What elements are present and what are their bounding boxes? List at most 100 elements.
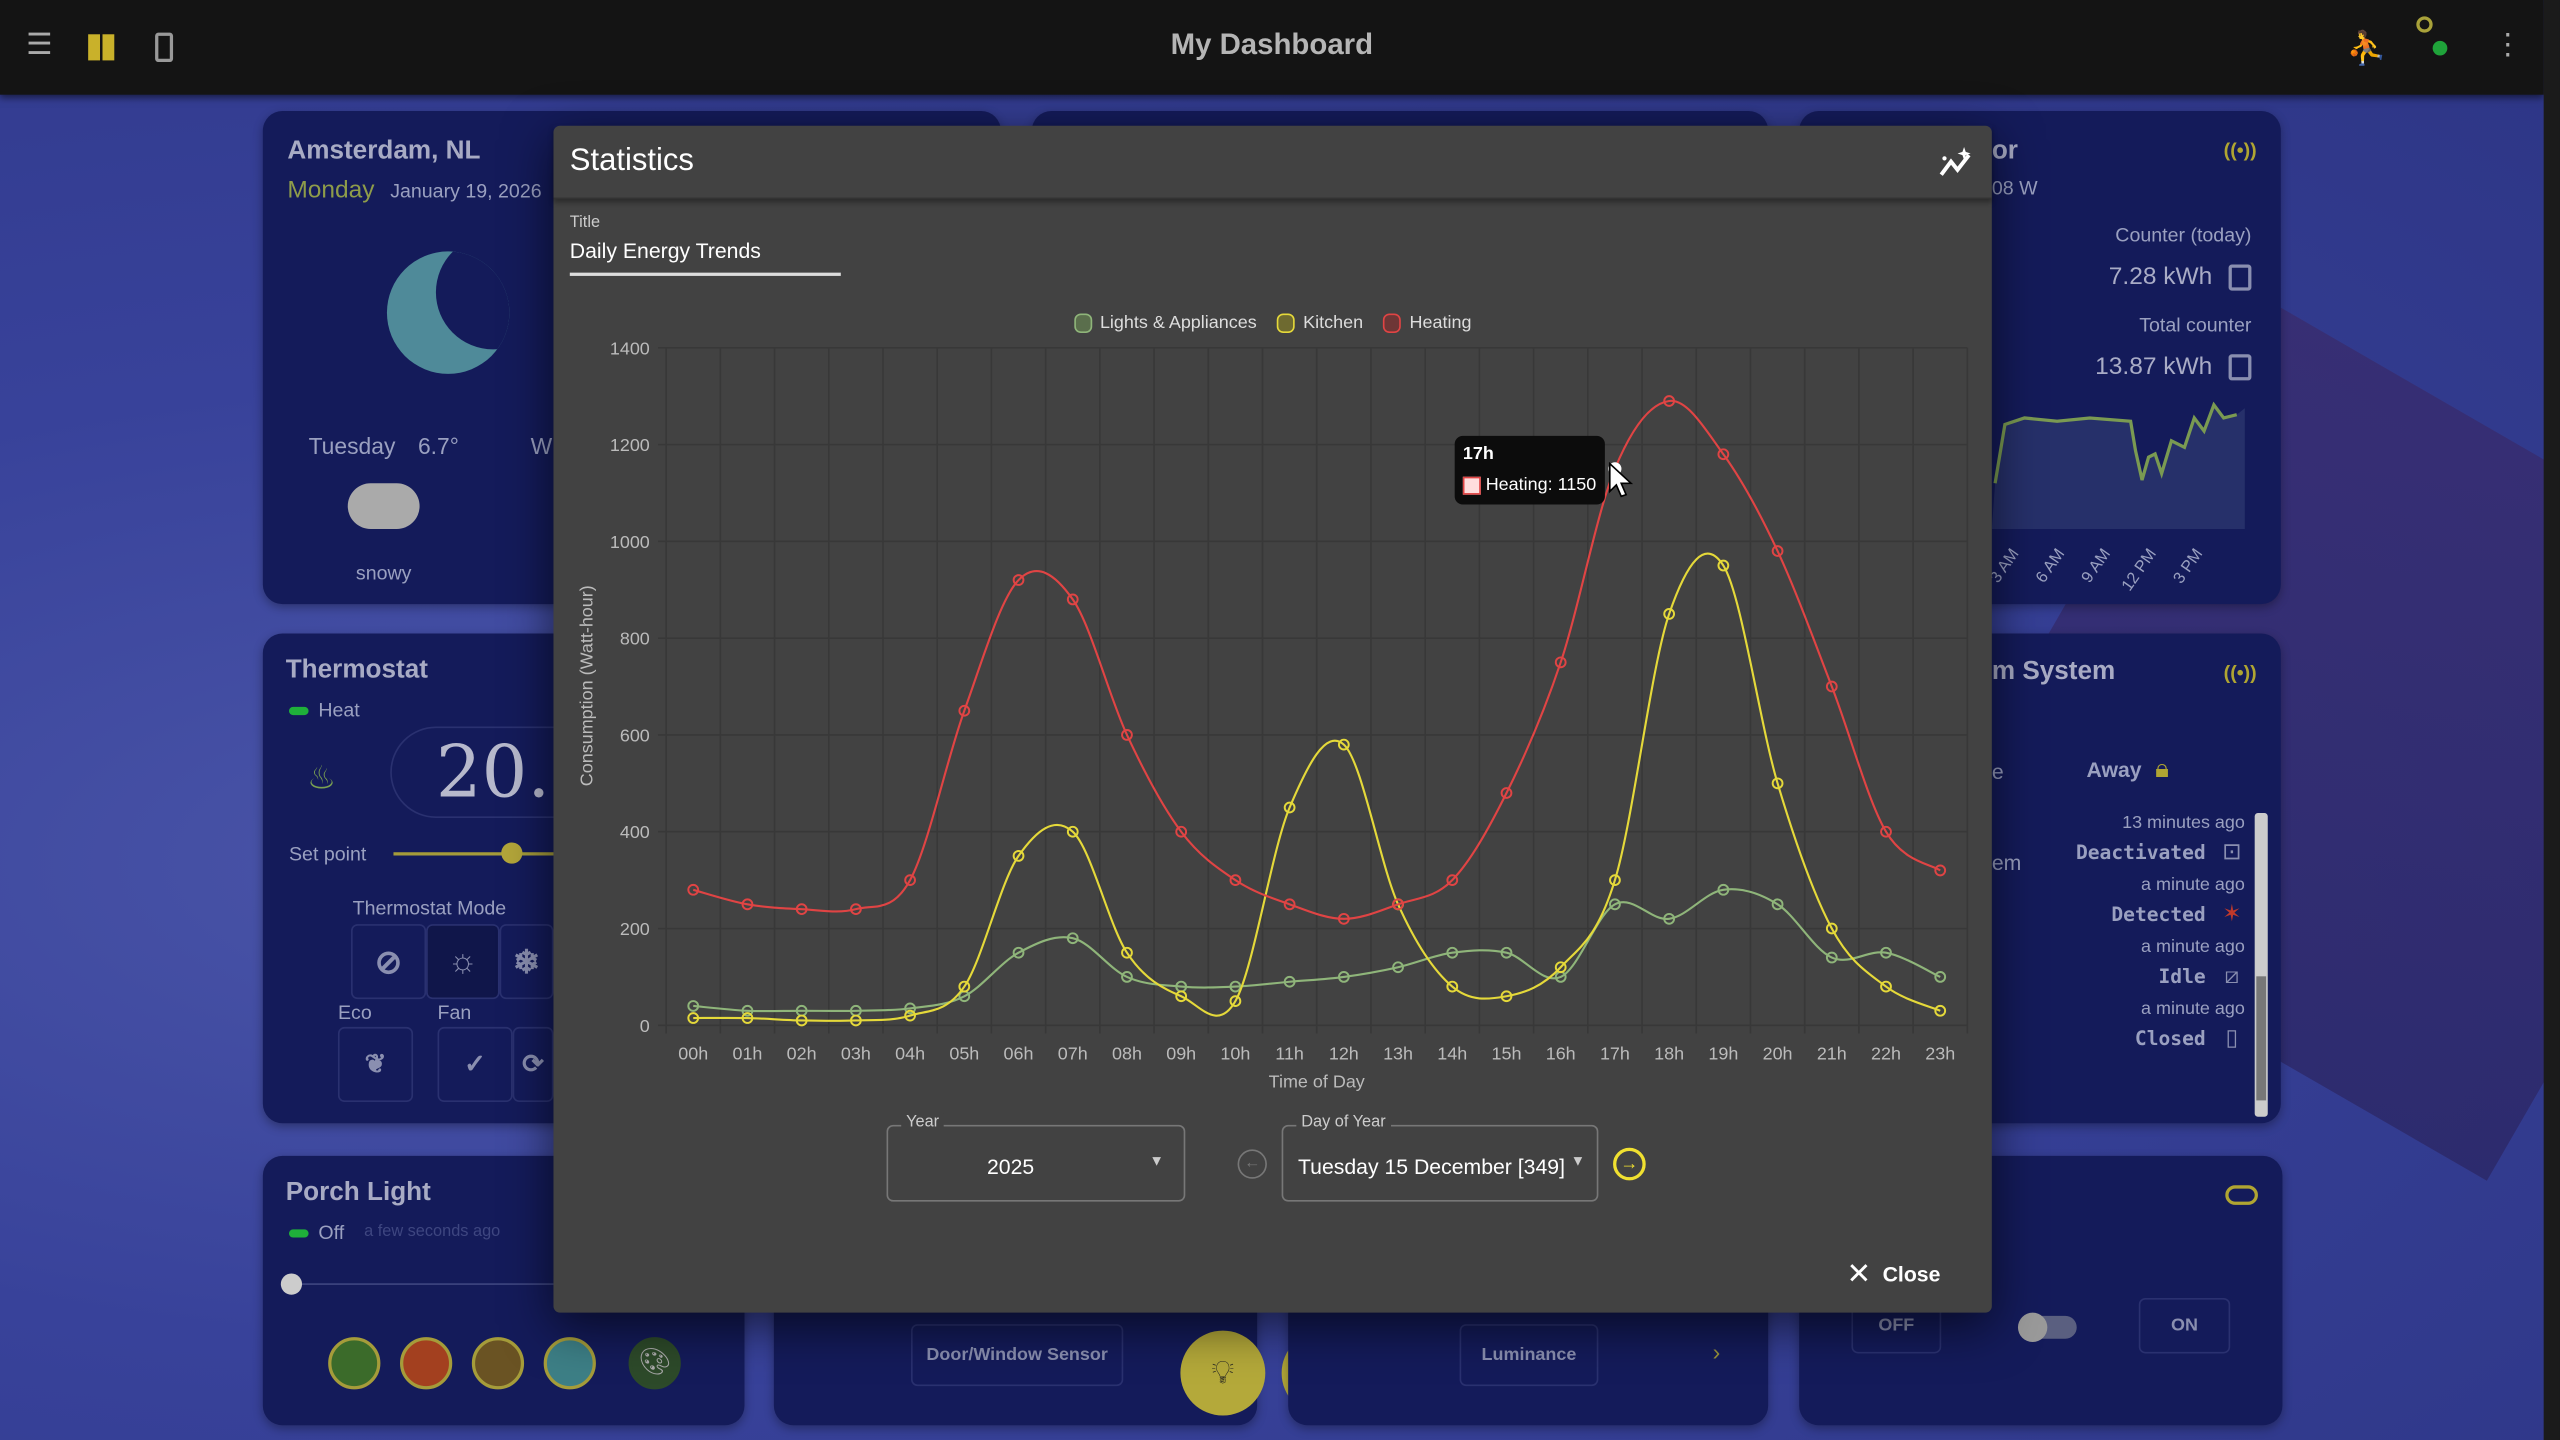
data-point xyxy=(904,874,916,886)
power-toggle[interactable] xyxy=(2017,1312,2077,1343)
user-icon[interactable]: ⛹ xyxy=(2346,31,2387,67)
axis-label: 12 PM xyxy=(2119,545,2161,595)
legend-item-kitchen[interactable]: Kitchen xyxy=(1277,313,1364,334)
bulb-fab-button[interactable]: 💡︎ xyxy=(1180,1330,1266,1416)
data-point xyxy=(1446,980,1459,993)
data-point xyxy=(1609,874,1621,886)
fan-check-button[interactable]: ✓ xyxy=(437,1026,513,1103)
eco-leaf-button[interactable]: ❦ xyxy=(337,1026,414,1103)
status-icon[interactable] xyxy=(2432,40,2448,56)
color-preset-button[interactable] xyxy=(471,1337,525,1390)
chart-legend: Lights & Appliances Kitchen Heating xyxy=(553,312,1991,341)
fan-cycle-button[interactable]: ⟳ xyxy=(512,1026,554,1103)
data-point xyxy=(1392,898,1404,911)
y-tick-label: 600 xyxy=(620,725,650,745)
data-point xyxy=(1337,971,1350,983)
data-point xyxy=(1663,395,1676,407)
color-preset-button[interactable] xyxy=(399,1337,453,1390)
x-tick-label: 09h xyxy=(1166,1044,1196,1064)
page-scrollbar[interactable] xyxy=(2543,0,2560,1440)
event-state: Idle xyxy=(2158,964,2206,987)
energy-sparkline xyxy=(1991,401,2245,529)
close-button[interactable]: ✕ Close xyxy=(1847,1257,1941,1291)
cursor-icon xyxy=(1608,462,1634,498)
weather-location: Amsterdam, NL xyxy=(287,137,481,165)
data-point xyxy=(1500,787,1513,799)
dashboard-icon[interactable] xyxy=(88,34,115,61)
legend-item-heating[interactable]: Heating xyxy=(1383,313,1471,334)
x-tick-label: 08h xyxy=(1112,1044,1142,1064)
door-window-sensor-button[interactable]: Door/Window Sensor xyxy=(911,1324,1124,1387)
data-point xyxy=(1880,980,1892,993)
x-tick-label: 20h xyxy=(1763,1044,1793,1064)
mode-heat-button[interactable]: ☼ xyxy=(426,924,500,1000)
event-time: a minute ago xyxy=(2141,999,2245,1019)
event-state: Deactivated xyxy=(2075,839,2206,863)
on-button[interactable]: ON xyxy=(2138,1297,2231,1354)
x-axis-title: Time of Day xyxy=(1268,1072,1365,1093)
data-point xyxy=(1229,995,1242,1007)
x-tick-label: 17h xyxy=(1600,1044,1630,1064)
setpoint-slider[interactable] xyxy=(393,842,557,864)
chevron-right-icon[interactable]: › xyxy=(1712,1338,1721,1365)
brightness-slider[interactable] xyxy=(280,1273,554,1295)
next-day-button[interactable]: → xyxy=(1613,1147,1646,1181)
vibration-off-icon: ⧄ xyxy=(2224,961,2240,988)
data-point xyxy=(687,1012,700,1024)
y-axis-title: Consumption (Watt-hour) xyxy=(577,585,598,787)
y-tick-label: 1200 xyxy=(610,435,650,455)
tooltip-swatch xyxy=(1462,476,1481,495)
data-point xyxy=(904,1009,916,1022)
legend-item-lights[interactable]: Lights & Appliances xyxy=(1073,313,1257,334)
data-point xyxy=(741,1004,754,1017)
data-point xyxy=(1229,874,1242,886)
title-input[interactable]: Daily Energy Trends xyxy=(569,238,841,276)
color-preset-button[interactable] xyxy=(543,1337,596,1390)
thermostat-state: Heat xyxy=(318,698,360,722)
more-vert-icon[interactable]: ⋮ xyxy=(2493,27,2523,61)
menu-icon[interactable]: ☰ xyxy=(26,27,53,61)
signal-icon: ((•)) xyxy=(2223,138,2257,162)
palette-button[interactable]: 🎨︎ xyxy=(628,1337,681,1390)
event-state: Detected xyxy=(2111,902,2206,925)
day-of-year-select[interactable]: Day of Year Tuesday 15 December [349] ▼ xyxy=(1281,1113,1599,1202)
x-tick-label: 14h xyxy=(1437,1044,1467,1064)
setpoint-label: Set point xyxy=(288,842,367,866)
data-point xyxy=(1500,990,1513,1003)
tooltip-value: Heating: 1150 xyxy=(1485,475,1597,495)
axis-label: 9 AM xyxy=(2079,545,2116,587)
data-point xyxy=(1392,961,1404,974)
year-select[interactable]: Year 2025 ▼ xyxy=(886,1113,1186,1202)
mode-off-button[interactable]: ⊘ xyxy=(351,924,427,1000)
porch-time: a few seconds ago xyxy=(364,1222,501,1241)
counter-label: Counter (today) xyxy=(2115,223,2252,247)
alarm-mode-fragment: e xyxy=(1991,759,2004,784)
data-point xyxy=(1121,729,1133,741)
x-tick-label: 05h xyxy=(949,1044,979,1064)
x-tick-label: 06h xyxy=(1004,1044,1034,1064)
moon-icon xyxy=(386,251,510,374)
data-point xyxy=(687,883,700,896)
counter-value: 7.28 kWh xyxy=(2108,262,2213,291)
color-preset-button[interactable] xyxy=(328,1337,381,1390)
device-icon[interactable] xyxy=(155,32,174,63)
data-point xyxy=(795,903,808,916)
x-tick-label: 23h xyxy=(1925,1044,1955,1064)
events-scrollbar[interactable] xyxy=(2254,813,2268,1117)
y-tick-label: 800 xyxy=(620,629,650,649)
x-tick-label: 11h xyxy=(1275,1044,1304,1064)
luminance-button[interactable]: Luminance xyxy=(1459,1324,1599,1387)
legend-label: Kitchen xyxy=(1303,313,1364,334)
axis-label: 6 AM xyxy=(2033,545,2070,587)
previous-day-button[interactable]: ← xyxy=(1237,1149,1267,1179)
notification-icon[interactable] xyxy=(2416,16,2433,33)
y-tick-label: 1400 xyxy=(610,338,650,358)
toggle-icon xyxy=(2225,1185,2258,1205)
data-point xyxy=(904,1002,916,1015)
x-tick-label: 19h xyxy=(1708,1044,1738,1064)
mode-cool-button[interactable]: ❄ xyxy=(499,924,554,1000)
x-tick-label: 15h xyxy=(1492,1044,1522,1064)
data-point xyxy=(1825,680,1838,693)
energy-line-chart[interactable]: 0 200 400 600 800 1000 1200 1400 00h 01h 02h 03h 04h… xyxy=(553,126,1991,1106)
chart-sparkle-icon[interactable] xyxy=(1936,145,1975,181)
